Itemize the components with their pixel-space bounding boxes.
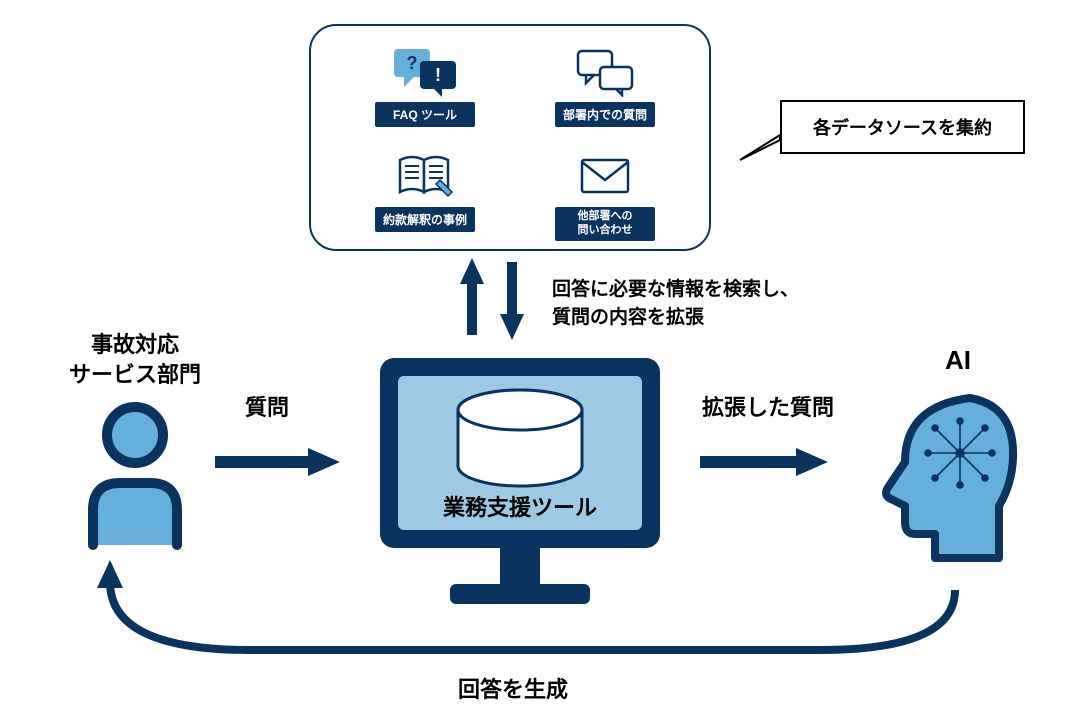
response-label: 回答を生成 <box>458 672 568 704</box>
source-other-label: 他部署への 問い合わせ <box>555 207 655 241</box>
callout-text: 各データソースを集約 <box>813 114 992 140</box>
ai-title: AI <box>945 345 971 376</box>
source-cases-label: 約款解釈の事例 <box>375 207 475 232</box>
question-label: 質問 <box>245 390 289 422</box>
envelope-icon <box>570 150 640 202</box>
svg-text:?: ? <box>407 53 418 73</box>
expanded-question-label: 拡張した質問 <box>702 390 834 422</box>
vertical-arrows-text: 回答に必要な情報を検索し、 質問の内容を拡張 <box>552 276 799 331</box>
open-book-icon <box>390 150 460 202</box>
source-cases: 約款解釈の事例 <box>350 150 500 232</box>
source-other: 他部署への 問い合わせ <box>530 150 680 241</box>
monitor-icon <box>370 348 670 628</box>
svg-text:!: ! <box>435 65 441 85</box>
callout-box: 各データソースを集約 <box>780 100 1025 154</box>
ai-head-icon <box>875 388 1025 578</box>
tool-title: 業務支援ツール <box>370 490 670 522</box>
source-faq: ? ! FAQ ツール <box>350 45 500 127</box>
source-dept-label: 部署内での質問 <box>555 102 655 127</box>
callout-pointer <box>740 135 780 160</box>
user-icon <box>75 395 195 555</box>
source-faq-label: FAQ ツール <box>375 102 475 127</box>
faq-bubbles-icon: ? ! <box>390 45 460 97</box>
user-title: 事故対応 サービス部門 <box>60 330 210 389</box>
source-dept: 部署内での質問 <box>530 45 680 127</box>
chat-bubbles-icon <box>570 45 640 97</box>
